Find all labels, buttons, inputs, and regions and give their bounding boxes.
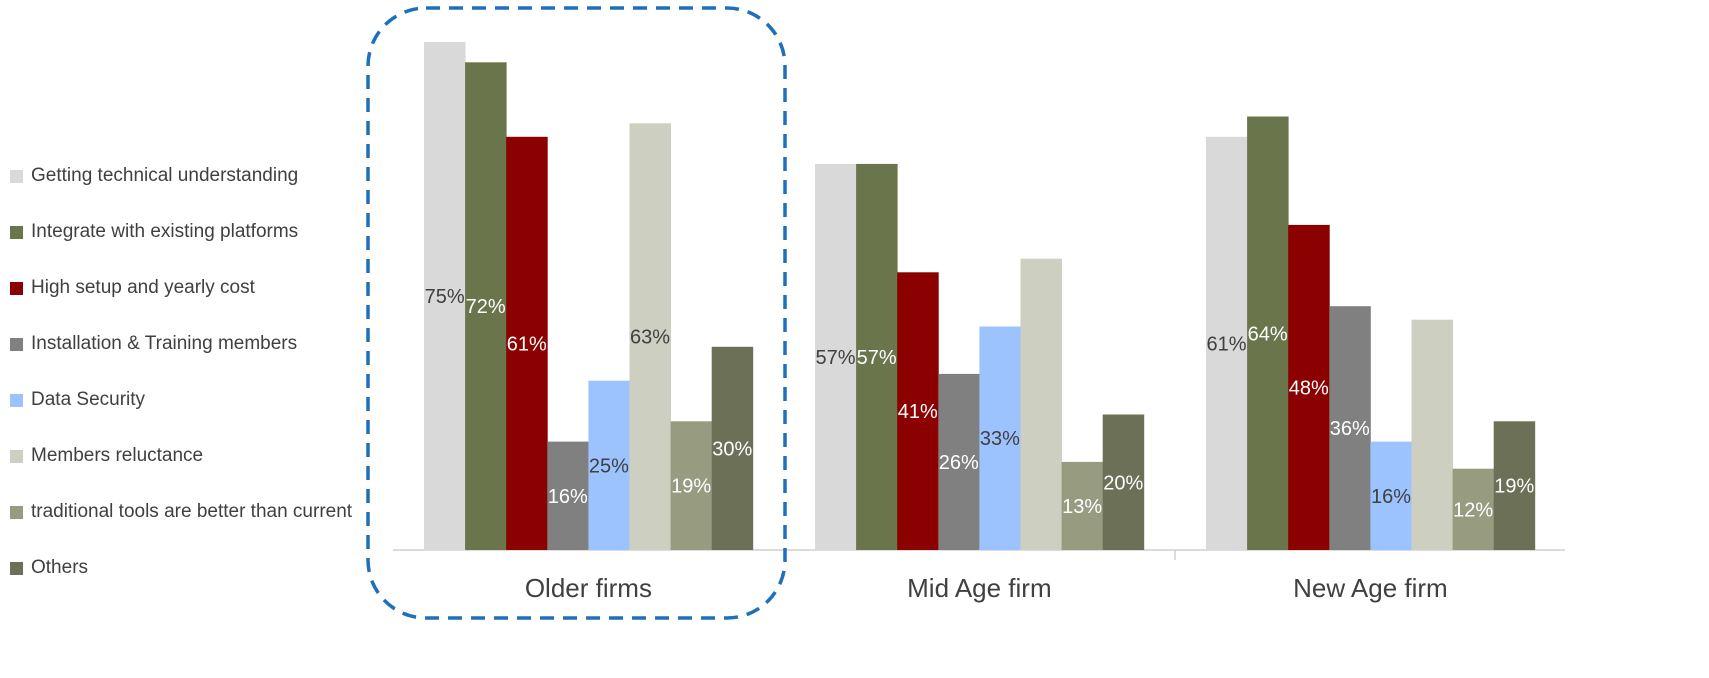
data-label: 61% <box>1206 333 1246 355</box>
legend-swatch <box>10 225 23 239</box>
data-label: 75% <box>425 286 465 308</box>
legend-swatch <box>10 337 23 351</box>
data-label: 61% <box>507 333 547 355</box>
bars-layer <box>424 42 1536 551</box>
data-label: 13% <box>1062 496 1102 518</box>
bar <box>1020 258 1062 550</box>
data-label: 16% <box>1371 486 1411 508</box>
category-labels-layer: Older firms Mid Age firm New Age firm <box>525 573 1448 603</box>
bar <box>629 123 671 551</box>
bar <box>1102 414 1145 550</box>
bar <box>1411 319 1453 550</box>
legend-label: Data Security <box>31 389 146 410</box>
data-label: 48% <box>1289 377 1329 399</box>
data-label: 20% <box>1103 472 1143 494</box>
legend-label: Members reluctance <box>31 445 204 466</box>
legend-item: Members reluctance <box>10 444 203 468</box>
data-label: 26% <box>939 452 979 474</box>
highlight-frame <box>366 6 787 620</box>
legend-swatch <box>10 393 23 407</box>
bar <box>1288 224 1330 550</box>
bar <box>465 62 507 551</box>
bar <box>506 136 548 551</box>
bar <box>424 42 466 550</box>
bar <box>670 421 713 550</box>
data-label: 16% <box>548 486 588 508</box>
data-label: 30% <box>712 438 752 460</box>
legend-item: Getting technical understanding <box>10 164 298 188</box>
bar <box>547 441 589 550</box>
category-label: New Age firm <box>1293 573 1448 603</box>
legend-swatch <box>10 505 23 519</box>
bar <box>1329 306 1371 550</box>
legend-item: traditional tools are better than curren… <box>10 500 352 524</box>
data-label: 19% <box>1494 476 1534 498</box>
data-label: 12% <box>1453 499 1493 521</box>
legend-item: High setup and yearly cost <box>10 276 255 300</box>
bar <box>897 272 939 550</box>
legend-item: Others <box>10 556 88 580</box>
bar <box>1370 441 1412 550</box>
legend-label: Installation & Training members <box>31 333 298 354</box>
bar <box>856 163 898 550</box>
category-label: Mid Age firm <box>907 573 1052 603</box>
legend-item: Data Security <box>10 388 145 412</box>
legend-item: Integrate with existing platforms <box>10 220 298 244</box>
bar <box>1061 461 1104 550</box>
data-label: 33% <box>980 428 1020 450</box>
bar <box>815 163 857 550</box>
legend-swatch <box>10 449 23 463</box>
legend-label: Integrate with existing platforms <box>31 221 299 242</box>
data-label: 41% <box>898 401 938 423</box>
category-label: Older firms <box>525 573 652 603</box>
data-label: 36% <box>1330 418 1370 440</box>
legend-label: traditional tools are better than curren… <box>31 501 353 522</box>
legend-label: High setup and yearly cost <box>31 277 255 298</box>
data-label: 19% <box>671 476 711 498</box>
legend-swatch <box>10 169 23 183</box>
bar <box>979 326 1021 550</box>
legend-label: Others <box>31 557 89 578</box>
data-label: 63% <box>630 327 670 349</box>
data-labels-layer: 75% 72%61%16%25%63%19%30%57% 57%41%26%33%1… <box>425 286 1535 521</box>
bar <box>938 373 980 550</box>
bar <box>1452 468 1495 550</box>
bar <box>588 380 630 550</box>
bar <box>1247 116 1289 550</box>
legend-item: Installation & Training members <box>10 332 297 356</box>
data-label: 57% <box>857 347 897 369</box>
data-label: 57% <box>815 347 855 369</box>
legend-swatch <box>10 561 23 575</box>
data-label: 64% <box>1248 323 1288 345</box>
legend-swatch <box>10 281 23 295</box>
bar <box>711 346 754 550</box>
data-label: 25% <box>589 455 629 477</box>
legend-label: Getting technical understanding <box>31 165 299 186</box>
data-label: 72% <box>466 296 506 318</box>
bar <box>1206 136 1248 551</box>
bar <box>1493 421 1536 550</box>
